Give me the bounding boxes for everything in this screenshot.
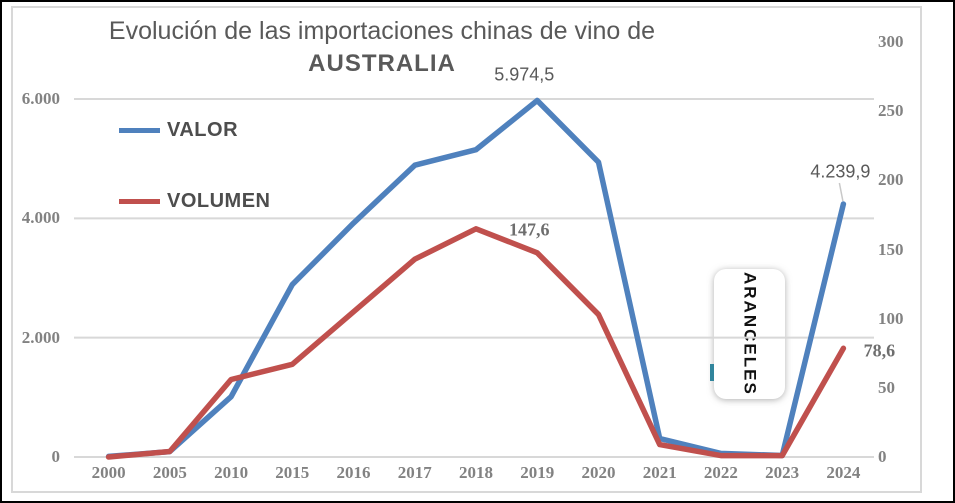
x-axis-tick-2023: 2023 [765, 463, 800, 482]
x-axis-tick-2021: 2021 [642, 463, 677, 482]
x-axis-tick-2019: 2019 [520, 463, 555, 482]
aranceles-annotation-label: ARANCELES [740, 272, 760, 396]
left-axis-tick-0: 0 [51, 447, 61, 466]
x-axis-tick-2018: 2018 [459, 463, 493, 482]
right-axis-tick-100: 100 [878, 308, 904, 328]
right-axis-tick-150: 150 [878, 239, 904, 259]
left-axis-tick-6.000: 6.000 [21, 89, 60, 108]
x-axis-tick-2005: 2005 [152, 463, 187, 482]
x-axis-tick-2024: 2024 [826, 463, 861, 482]
x-axis-tick-2017: 2017 [397, 463, 432, 482]
x-axis-tick-2000: 2000 [91, 463, 126, 482]
legend-item-volumen: VOLUMEN [119, 190, 271, 213]
data-label-valor-2024: 4.239,9 [810, 161, 871, 182]
aranceles-annotation-box: ARANCELES [714, 269, 785, 399]
data-label-volumen-2019: 147,6 [508, 219, 550, 240]
x-axis-tick-2016: 2016 [336, 463, 371, 482]
left-axis-tick-2.000: 2.000 [21, 327, 60, 347]
legend-item-valor: VALOR [119, 119, 238, 142]
data-label-valor-2019: 5.974,5 [494, 64, 555, 85]
right-axis-tick-200: 200 [878, 170, 904, 190]
valor-line-swatch [119, 128, 160, 133]
chart-title-line2: AUSTRALIA [308, 50, 456, 77]
right-axis-tick-50: 50 [878, 377, 895, 397]
right-axis-tick-300: 300 [878, 32, 904, 51]
x-axis-tick-2020: 2020 [581, 463, 616, 482]
legend-label-valor: VALOR [167, 119, 239, 141]
right-axis-tick-250: 250 [878, 101, 904, 121]
x-axis-tick-2010: 2010 [214, 463, 249, 482]
volumen-line-swatch [119, 199, 160, 204]
chart-title: Evolución de las importaciones chinas de… [42, 14, 722, 80]
x-axis-tick-2015: 2015 [275, 463, 310, 482]
chart-frame [11, 6, 922, 493]
left-axis-tick-4.000: 4.000 [21, 208, 60, 228]
x-axis-tick-2022: 2022 [703, 463, 738, 482]
right-axis-tick-0: 0 [878, 447, 887, 466]
chart-title-line1: Evolución de las importaciones chinas de… [108, 17, 656, 45]
data-label-volumen-2024: 78,6 [863, 340, 896, 361]
legend-label-volumen: VOLUMEN [167, 190, 271, 212]
